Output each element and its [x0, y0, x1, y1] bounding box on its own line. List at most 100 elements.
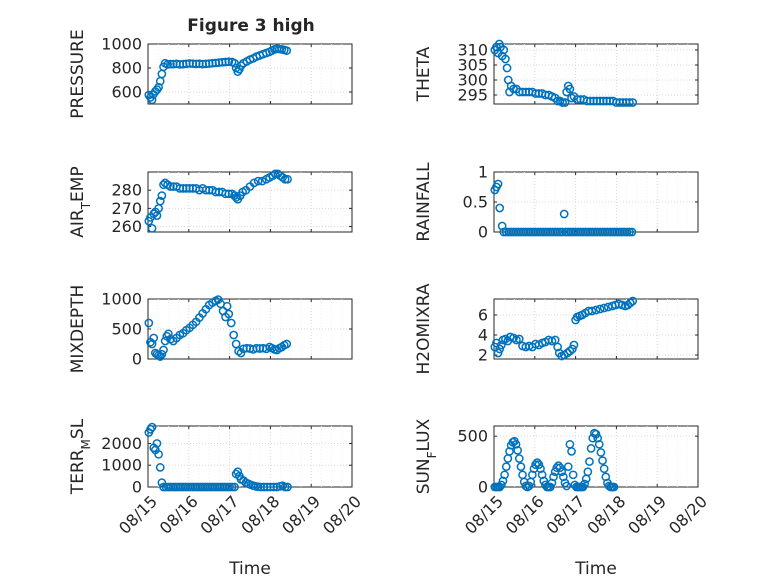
data-point [500, 470, 509, 480]
data-point [280, 482, 290, 492]
data-point [157, 349, 167, 359]
panel-h2omixra: 246 H2OMIXRA [414, 283, 699, 375]
x-tick-label: 08/17 [197, 492, 243, 538]
data-point [149, 333, 159, 343]
data-point [524, 481, 534, 491]
data-point [496, 340, 506, 350]
data-point [514, 334, 524, 344]
data-point [528, 470, 537, 480]
data-point [580, 479, 589, 489]
data-point [583, 467, 593, 477]
data-point [224, 189, 234, 199]
data-point [249, 178, 259, 188]
data-point [282, 339, 292, 349]
data-point [166, 182, 175, 191]
data-point [257, 176, 267, 186]
data-point [226, 318, 236, 328]
y-tick-label: 500 [111, 320, 142, 339]
data-point [501, 334, 510, 344]
y-tick-label: 270 [111, 199, 142, 218]
series-theta [490, 39, 638, 107]
data-point [231, 339, 241, 349]
y-tick-label: 1000 [101, 456, 142, 475]
data-point [493, 179, 503, 189]
x-tick-label: 08/18 [583, 492, 629, 538]
data-point [568, 470, 578, 480]
data-point [495, 203, 505, 213]
y-tick-label: 310 [457, 41, 488, 60]
data-point [283, 174, 292, 184]
data-point [563, 462, 573, 472]
y-axis-label: PRESSURE [68, 29, 88, 118]
data-point [222, 301, 232, 311]
data-point [496, 480, 506, 490]
data-point [586, 444, 596, 453]
data-point [558, 98, 567, 107]
x-axis-label: Time [574, 559, 617, 579]
data-point [282, 46, 292, 55]
series-mixdepth [144, 295, 292, 361]
data-point [157, 191, 167, 200]
x-tick-label: 08/15 [461, 492, 507, 538]
data-point [625, 227, 634, 237]
data-point [498, 476, 508, 486]
data-point [598, 456, 607, 465]
y-tick-label: 260 [111, 217, 142, 236]
series-rainfall [490, 179, 637, 237]
data-point [155, 196, 165, 206]
data-point [536, 464, 545, 474]
data-point [593, 433, 602, 443]
x-axis-label: Time [228, 559, 271, 579]
y-axis-label: RAINFALL [414, 162, 434, 242]
data-point [230, 482, 239, 492]
y-axis-label: AIRTEMP [68, 166, 93, 237]
data-point [495, 344, 505, 354]
panel-rainfall: 0 0.5 1 RAINFALL [414, 162, 699, 242]
data-point [585, 457, 594, 466]
data-point [569, 340, 579, 350]
data-point [567, 344, 577, 354]
y-tick-label: 0 [132, 478, 142, 497]
data-point [501, 462, 511, 472]
data-point [147, 339, 157, 349]
y-axis-label: THETA [414, 46, 434, 102]
data-point [513, 446, 523, 455]
data-point [163, 60, 172, 69]
y-tick-label: 280 [111, 181, 142, 200]
x-tick-label: 08/17 [543, 492, 589, 538]
data-point [147, 224, 157, 233]
data-point [164, 329, 173, 339]
data-point [514, 454, 524, 463]
y-tick-label: 0 [478, 478, 488, 497]
y-tick-label: 600 [111, 83, 142, 102]
data-point [253, 176, 263, 186]
data-point [587, 306, 597, 316]
data-point [497, 221, 507, 231]
data-point [236, 348, 246, 358]
data-point [270, 169, 280, 179]
data-point [595, 304, 605, 314]
data-point [545, 482, 555, 492]
x-tick-label: 08/16 [156, 492, 202, 538]
data-point [283, 482, 292, 492]
series-terr-msl [144, 422, 292, 492]
series-air-temp [144, 169, 292, 233]
data-point [229, 330, 239, 340]
data-point [272, 482, 282, 492]
y-tick-label: 4 [478, 326, 488, 345]
data-point [280, 174, 290, 184]
y-tick-label: 295 [457, 86, 488, 105]
data-point [537, 470, 547, 480]
y-tick-label: 500 [457, 427, 488, 446]
panel-pressure: 600 800 1000 PRESSURE [68, 29, 353, 119]
series-h2omixra [490, 296, 638, 361]
x-tick-label: 08/18 [237, 492, 283, 538]
y-axis-label: MIXDEPTH [68, 285, 88, 374]
x-tick-label: 08/19 [278, 492, 324, 538]
y-axis-label: H2OMIXRA [414, 283, 434, 374]
data-point [502, 63, 512, 73]
data-point [565, 346, 575, 356]
